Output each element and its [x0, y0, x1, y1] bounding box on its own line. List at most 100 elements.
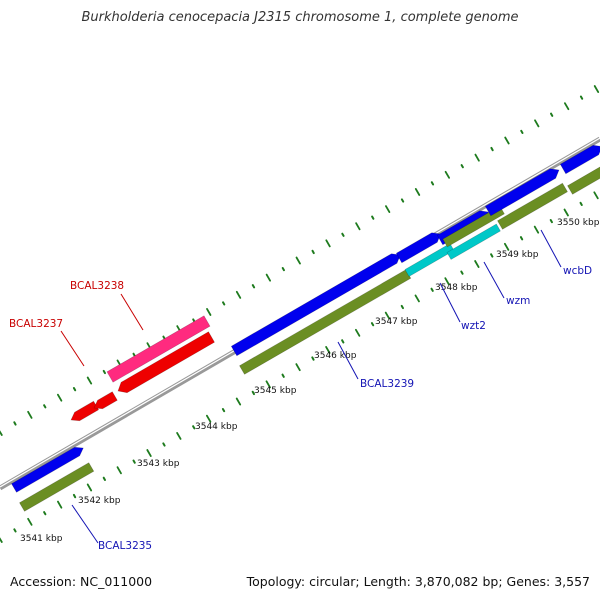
inner-tick [86, 483, 93, 492]
bcal3239-gene-band [239, 269, 412, 375]
gene-callout-line [483, 261, 505, 299]
outer-tick [102, 369, 106, 375]
inner-tick [221, 408, 226, 413]
outer-tick [414, 187, 421, 196]
inner-tick [444, 277, 450, 286]
outer-tick [341, 232, 345, 237]
outer-tick [430, 181, 435, 186]
ruler-label: 3550 kbp [557, 218, 600, 228]
gene-label-wzt2[interactable]: wzt2 [461, 320, 486, 332]
inner-tick [563, 208, 569, 217]
ruler-label: 3547 kbp [375, 317, 418, 327]
outer-tick [371, 215, 375, 220]
gene-callout-line [439, 282, 461, 323]
outer-tick [206, 307, 212, 316]
inner-tick [13, 528, 17, 533]
inner-tick [414, 294, 420, 303]
map-title: Burkholderia cenocepacia J2315 chromosom… [81, 10, 519, 25]
inner-tick-marks [0, 191, 599, 543]
gene-label-bcal3237[interactable]: BCAL3237 [9, 318, 63, 330]
inner-tick [72, 493, 77, 499]
outer-tick [593, 85, 600, 93]
inner-tick [533, 225, 540, 234]
gene-callout-line [337, 341, 359, 380]
accession-text: Accession: NC_011000 [10, 574, 153, 589]
outer-tick [43, 404, 47, 409]
inner-tick [519, 236, 524, 241]
gene-label-wcbd[interactable]: wcbD [563, 265, 592, 277]
outer-tick [311, 249, 315, 255]
inner-tick [400, 304, 404, 310]
inner-tick [503, 242, 510, 251]
gene-labels: BCAL3235 BCAL3237 BCAL3238 BCAL3239 wzt2 wzm w… [9, 229, 592, 552]
bcal3238-cds [117, 331, 215, 394]
gene-callout-line [120, 293, 144, 331]
inner-tick [311, 356, 315, 361]
outer-tick [504, 136, 510, 145]
outer-tick [27, 410, 33, 419]
inner-tick [341, 339, 345, 344]
gene-label-bcal3239[interactable]: BCAL3239 [360, 378, 414, 390]
outer-tick [0, 430, 3, 436]
wzm-highlight [446, 223, 501, 260]
outer-tick [162, 335, 166, 340]
inner-tick [281, 373, 285, 378]
gene-label-wzm[interactable]: wzm [506, 295, 530, 307]
gene-callout-line [60, 330, 85, 367]
outer-tick [444, 170, 451, 179]
outer-tick [400, 198, 405, 203]
inner-tick [460, 270, 464, 275]
ruler-label: 3548 kbp [435, 283, 478, 293]
outer-tick [235, 290, 242, 299]
wcbd-gene-band [497, 182, 568, 230]
next-forward-cds [559, 144, 600, 175]
inner-tick [192, 425, 196, 430]
inner-tick [549, 219, 553, 224]
outer-tick [355, 222, 361, 231]
wcbd-forward-cds [484, 168, 560, 217]
ruler-label: 3544 kbp [195, 422, 238, 432]
inner-tick [57, 500, 63, 509]
ruler-label: 3542 kbp [78, 496, 121, 506]
bcal3237-cds-a [70, 400, 100, 422]
outer-tick [520, 129, 524, 134]
gene-callout-line [540, 229, 562, 268]
outer-tick [490, 146, 494, 152]
inner-tick [354, 328, 361, 337]
next-gene-band [567, 166, 600, 195]
ruler-label: 3543 kbp [137, 459, 180, 469]
ruler-label: 3549 kbp [496, 250, 539, 260]
inner-tick [370, 322, 375, 327]
bcal3239-forward-cds [230, 253, 401, 357]
wzm-gene-band [442, 205, 505, 248]
inner-tick [295, 363, 301, 372]
outer-tick [281, 267, 285, 272]
outer-tick [72, 387, 77, 392]
outer-tick [265, 273, 272, 282]
ruler-label: 3546 kbp [314, 351, 357, 361]
outer-tick [57, 393, 63, 402]
inner-tick [474, 260, 480, 269]
inner-tick [146, 449, 152, 458]
outer-tick [474, 153, 480, 162]
inner-tick [116, 466, 122, 475]
inner-tick [593, 191, 599, 200]
inner-tick [579, 201, 583, 206]
outer-tick [550, 112, 554, 117]
ruler-label: 3545 kbp [254, 386, 297, 396]
outer-tick [132, 352, 136, 357]
inner-tick [251, 390, 255, 396]
inner-tick [265, 380, 271, 389]
outer-tick [192, 318, 196, 323]
outer-tick [534, 119, 540, 128]
inner-tick [102, 476, 106, 481]
inner-tick [27, 517, 33, 526]
outer-tick-marks [0, 85, 600, 436]
gene-callout-line [71, 504, 99, 544]
gene-label-bcal3235[interactable]: BCAL3235 [98, 540, 152, 552]
ruler-labels: 3541 kbp 3542 kbp 3543 kbp 3544 kbp 3545 kbp… [20, 218, 600, 544]
bcal3237-cds-b [93, 391, 118, 410]
gene-label-bcal3238[interactable]: BCAL3238 [70, 280, 124, 292]
genome-stats-text: Topology: circular; Length: 3,870,082 bp… [246, 574, 590, 589]
